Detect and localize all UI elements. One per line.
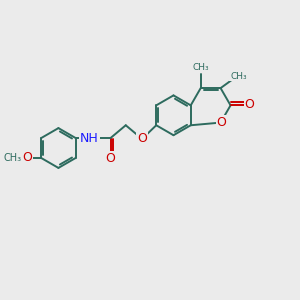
Text: CH₃: CH₃: [3, 153, 21, 163]
Text: NH: NH: [80, 132, 99, 145]
Text: O: O: [217, 116, 226, 129]
Text: O: O: [22, 152, 32, 164]
Text: O: O: [244, 98, 254, 111]
Text: CH₃: CH₃: [230, 72, 247, 81]
Text: O: O: [106, 152, 116, 166]
Text: O: O: [137, 132, 147, 145]
Text: CH₃: CH₃: [192, 63, 209, 72]
